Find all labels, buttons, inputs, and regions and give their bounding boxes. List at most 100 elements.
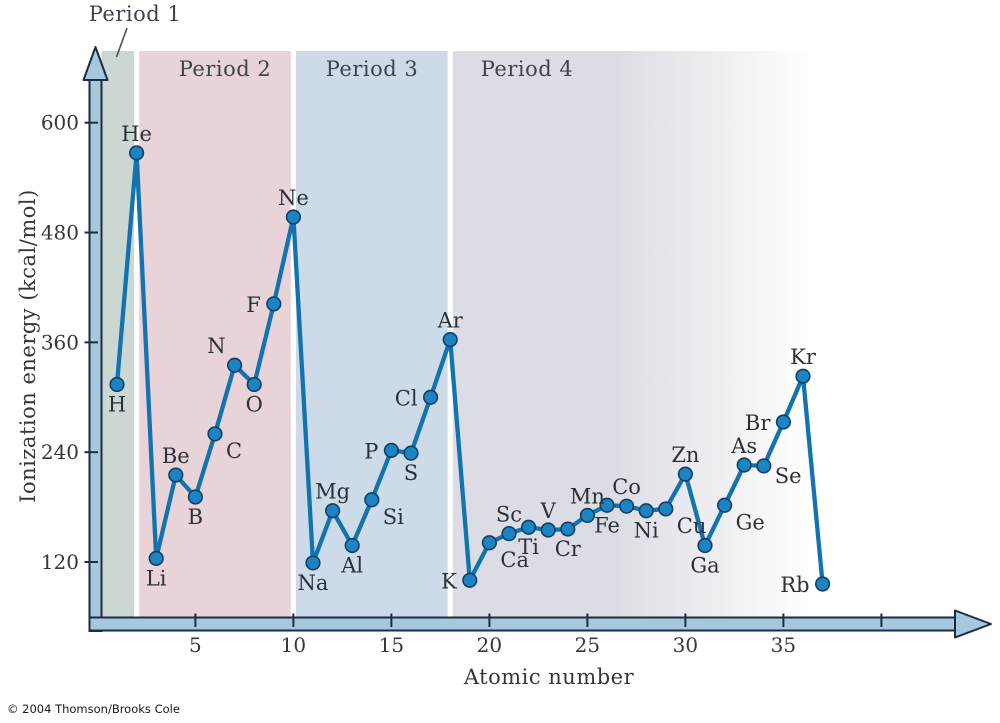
x-tick-label-10: 10 <box>281 633 306 657</box>
data-point-Ga <box>697 537 713 554</box>
period-1-leader-line <box>115 27 128 58</box>
element-label-Si: Si <box>383 505 404 529</box>
x-tick-label-15: 15 <box>379 633 404 657</box>
y-axis-arrow <box>82 46 109 81</box>
period-2-label: Period 2 <box>178 57 272 81</box>
y-tick-label-600: 600 <box>41 111 79 135</box>
data-point-Al <box>344 537 360 554</box>
element-label-Ti: Ti <box>518 535 539 559</box>
x-tick-label-35: 35 <box>771 633 796 657</box>
data-point-Br <box>775 414 792 430</box>
data-point-N <box>227 357 243 373</box>
data-point-F <box>266 296 282 312</box>
data-point-Cl <box>423 389 439 405</box>
element-label-F: F <box>246 293 261 317</box>
copyright-text: © 2004 Thomson/Brooks Cole <box>7 702 180 716</box>
data-point-O <box>246 376 262 393</box>
element-label-Rb: Rb <box>780 573 809 597</box>
y-tick-label-360: 360 <box>41 330 79 354</box>
element-label-H: H <box>108 392 126 416</box>
y-axis-title: Ionization energy (kcal/mol) <box>16 189 40 503</box>
data-point-H <box>109 376 125 393</box>
data-point-S <box>403 445 419 461</box>
data-point-P <box>383 442 400 458</box>
element-label-K: K <box>441 569 457 593</box>
element-label-Se: Se <box>775 464 802 488</box>
y-tick-label-240: 240 <box>41 440 79 464</box>
element-label-C: C <box>226 439 242 463</box>
y-tick-label-480: 480 <box>41 221 79 245</box>
data-point-He <box>129 145 145 161</box>
element-label-Zn: Zn <box>671 443 699 467</box>
y-tick-label-120: 120 <box>41 550 79 574</box>
element-label-Fe: Fe <box>594 513 620 537</box>
data-point-Sc <box>501 526 517 542</box>
data-point-Se <box>756 458 772 474</box>
element-label-P: P <box>364 439 378 463</box>
x-axis-arrow <box>954 609 992 639</box>
element-label-Li: Li <box>146 566 167 590</box>
data-point-Kr <box>795 368 811 384</box>
data-point-Be <box>168 467 184 483</box>
element-label-Cu: Cu <box>677 514 707 538</box>
period-3-band <box>296 51 448 617</box>
x-axis-bar <box>88 616 957 632</box>
element-label-Mg: Mg <box>315 480 350 504</box>
period-4-band <box>452 51 812 617</box>
element-label-O: O <box>246 392 263 416</box>
element-label-He: He <box>121 122 152 146</box>
data-point-Zn <box>677 466 694 482</box>
data-point-Mg <box>325 503 341 519</box>
period-1-band <box>101 51 134 617</box>
period-1-label: Period 1 <box>88 2 182 26</box>
element-label-Sc: Sc <box>496 503 522 527</box>
data-point-Co <box>618 498 635 514</box>
data-point-Cu <box>658 501 674 517</box>
x-tick-label-20: 20 <box>477 633 502 657</box>
element-label-Na: Na <box>298 571 329 595</box>
element-label-Ni: Ni <box>634 519 659 543</box>
element-label-Ca: Ca <box>500 548 529 572</box>
y-axis-bar <box>88 77 103 632</box>
data-point-Ge <box>716 497 733 513</box>
data-point-Cr <box>560 521 576 537</box>
data-point-Ca <box>481 535 498 551</box>
element-label-Cr: Cr <box>555 537 582 561</box>
element-label-Al: Al <box>340 554 363 578</box>
element-label-B: B <box>188 505 203 529</box>
data-point-Na <box>305 555 321 571</box>
element-label-Cl: Cl <box>395 386 418 410</box>
period-4-label: Period 4 <box>480 57 574 81</box>
element-label-Br: Br <box>745 411 771 435</box>
data-point-Mn <box>579 507 596 523</box>
data-point-Ti <box>520 519 537 535</box>
element-label-Co: Co <box>612 475 641 499</box>
data-point-Li <box>148 550 164 566</box>
element-label-Ge: Ge <box>736 510 765 534</box>
x-tick-label-5: 5 <box>189 633 202 657</box>
data-point-Rb <box>814 576 831 592</box>
data-point-As <box>736 457 752 473</box>
element-label-S: S <box>404 461 418 485</box>
x-tick-label-30: 30 <box>673 633 698 657</box>
data-point-Ni <box>638 503 654 519</box>
element-label-Ar: Ar <box>437 309 464 333</box>
x-axis-title: Atomic number <box>463 665 635 689</box>
element-label-Ga: Ga <box>690 554 719 578</box>
element-label-Ne: Ne <box>278 186 309 210</box>
data-point-K <box>462 572 478 588</box>
element-label-Kr: Kr <box>790 345 817 369</box>
element-label-Mn: Mn <box>570 484 605 508</box>
period-3-label: Period 3 <box>325 57 419 81</box>
data-point-Ar <box>442 331 458 348</box>
data-point-C <box>207 426 223 442</box>
data-point-Ne <box>285 209 302 225</box>
data-point-B <box>187 489 203 505</box>
element-label-Be: Be <box>162 444 190 468</box>
element-label-N: N <box>207 334 225 358</box>
data-point-V <box>540 522 556 538</box>
element-label-As: As <box>730 434 757 458</box>
data-point-Fe <box>599 497 615 513</box>
